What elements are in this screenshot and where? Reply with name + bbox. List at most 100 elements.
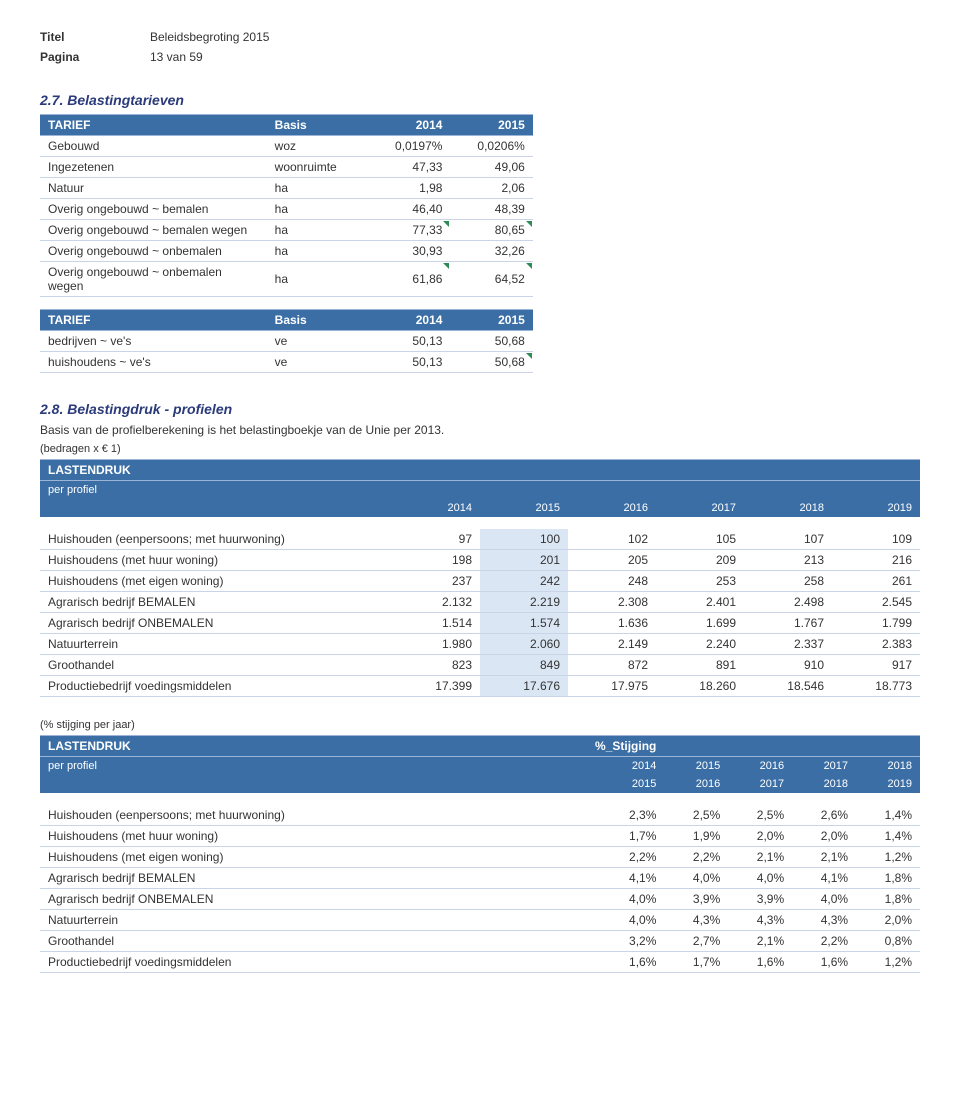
cell-value: 216: [832, 550, 920, 571]
table-row: Overig ongebouwd ~ bemalenha46,4048,39: [40, 199, 533, 220]
cell-value: 4,0%: [664, 868, 728, 889]
col-2015: 2015: [450, 310, 532, 331]
col-lastendruk: LASTENDRUK: [40, 736, 392, 757]
cell-value: 2.149: [568, 634, 656, 655]
cell-category: Overig ongebouwd ~ bemalen wegen: [40, 220, 267, 241]
cell-value: 49,06: [450, 157, 532, 178]
cell-value: 1,4%: [856, 805, 920, 826]
table-row: Groothandel3,2%2,7%2,1%2,2%0,8%: [40, 931, 920, 952]
cell-value: 50,13: [368, 352, 450, 373]
cell-value: 1,8%: [856, 889, 920, 910]
cell-value: 102: [568, 529, 656, 550]
table-row: Huishoudens (met huur woning)1,7%1,9%2,0…: [40, 826, 920, 847]
cell-value: 1,2%: [856, 952, 920, 973]
cell-value: 30,93: [368, 241, 450, 262]
cell-basis: ha: [267, 199, 368, 220]
cell-value: 3,2%: [550, 931, 664, 952]
col-2014: 2014: [368, 115, 450, 136]
table-row: Agrarisch bedrijf ONBEMALEN4,0%3,9%3,9%4…: [40, 889, 920, 910]
table-row: Huishouden (eenpersoons; met huurwoning)…: [40, 805, 920, 826]
cell-value: 50,68: [450, 331, 532, 352]
cell-value: 109: [832, 529, 920, 550]
cell-value: 18.260: [656, 676, 744, 697]
cell-value: 2.498: [744, 592, 832, 613]
cell-value: 2.545: [832, 592, 920, 613]
cell-value: 64,52: [450, 262, 532, 297]
cell-category: huishoudens ~ ve's: [40, 352, 267, 373]
cell-basis: ha: [267, 220, 368, 241]
table-row: Ingezetenenwoonruimte47,3349,06: [40, 157, 533, 178]
cell-value: 4,0%: [550, 889, 664, 910]
table-row: Overig ongebouwd ~ onbemalenha30,9332,26: [40, 241, 533, 262]
cell-basis: ha: [267, 178, 368, 199]
cell-value: 18.773: [832, 676, 920, 697]
cell-category: Agrarisch bedrijf ONBEMALEN: [40, 889, 392, 910]
col-tarief: TARIEF: [40, 310, 267, 331]
table-row: Productiebedrijf voedingsmiddelen17.399 1…: [40, 676, 920, 697]
tarief-table-1: TARIEF Basis 2014 2015 Gebouwdwoz0,0197%…: [40, 114, 533, 373]
cell-value: 4,1%: [550, 868, 664, 889]
cell-value: 910: [744, 655, 832, 676]
cell-value: 253: [656, 571, 744, 592]
cell-value: 2,0%: [856, 910, 920, 931]
cell-value: 4,0%: [792, 889, 856, 910]
cell-value: 100: [480, 529, 568, 550]
cell-value: 1,8%: [856, 868, 920, 889]
col-year: 2019: [832, 499, 920, 517]
cell-category: Productiebedrijf voedingsmiddelen: [40, 676, 392, 697]
cell-basis: ve: [267, 352, 368, 373]
col-2014: 2014: [368, 310, 450, 331]
cell-value: 2,5%: [664, 805, 728, 826]
cell-value: 242: [480, 571, 568, 592]
cell-category: Huishoudens (met huur woning): [40, 826, 392, 847]
cell-value: 1,2%: [856, 847, 920, 868]
table-row: Agrarisch bedrijf BEMALEN2.1322.2192.308…: [40, 592, 920, 613]
cell-value: 2,0%: [728, 826, 792, 847]
cell-value: 1.574: [480, 613, 568, 634]
cell-value: 2.240: [656, 634, 744, 655]
cell-value: 2,1%: [792, 847, 856, 868]
cell-value: 261: [832, 571, 920, 592]
cell-value: 0,0206%: [450, 136, 532, 157]
cell-value: 17.399: [392, 676, 480, 697]
page-label: Pagina: [40, 50, 150, 64]
cell-value: 1,6%: [550, 952, 664, 973]
table-row: Huishoudens (met huur woning)19820120520…: [40, 550, 920, 571]
cell-value: 4,3%: [728, 910, 792, 931]
cell-value: 4,0%: [550, 910, 664, 931]
section-27-heading: 2.7. Belastingtarieven: [40, 92, 920, 108]
doc-header-title: Titel Beleidsbegroting 2015: [40, 30, 920, 44]
cell-category: Natuur: [40, 178, 267, 199]
col-year: 2016: [568, 499, 656, 517]
cell-value: 2,2%: [792, 931, 856, 952]
cell-value: 2,3%: [550, 805, 664, 826]
cell-value: 891: [656, 655, 744, 676]
cell-value: 237: [392, 571, 480, 592]
cell-value: 1.699: [656, 613, 744, 634]
stijging-table: LASTENDRUK %_Stijging per profiel 2014 2…: [40, 735, 920, 973]
col-per-profiel: per profiel: [40, 757, 392, 776]
cell-value: 17.975: [568, 676, 656, 697]
table-row: Productiebedrijf voedingsmiddelen1,6%1,7…: [40, 952, 920, 973]
table-row: bedrijven ~ ve'sve50,1350,68: [40, 331, 533, 352]
cell-value: 2,6%: [792, 805, 856, 826]
cell-category: Productiebedrijf voedingsmiddelen: [40, 952, 392, 973]
cell-value: 3,9%: [728, 889, 792, 910]
cell-value: 205: [568, 550, 656, 571]
cell-value: 32,26: [450, 241, 532, 262]
cell-value: 1,98: [368, 178, 450, 199]
cell-value: 198: [392, 550, 480, 571]
cell-category: Agrarisch bedrijf BEMALEN: [40, 868, 392, 889]
cell-category: Ingezetenen: [40, 157, 267, 178]
cell-value: 2,2%: [550, 847, 664, 868]
cell-value: 872: [568, 655, 656, 676]
cell-value: 2,7%: [664, 931, 728, 952]
table-row: Natuurha1,982,06: [40, 178, 533, 199]
col-year: 2018: [744, 499, 832, 517]
table-row: Huishoudens (met eigen woning)2372422482…: [40, 571, 920, 592]
table-row: Natuurterrein4,0%4,3%4,3%4,3%2,0%: [40, 910, 920, 931]
cell-value: 2,0%: [792, 826, 856, 847]
cell-value: 1.636: [568, 613, 656, 634]
cell-value: 80,65: [450, 220, 532, 241]
cell-value: 4,3%: [664, 910, 728, 931]
